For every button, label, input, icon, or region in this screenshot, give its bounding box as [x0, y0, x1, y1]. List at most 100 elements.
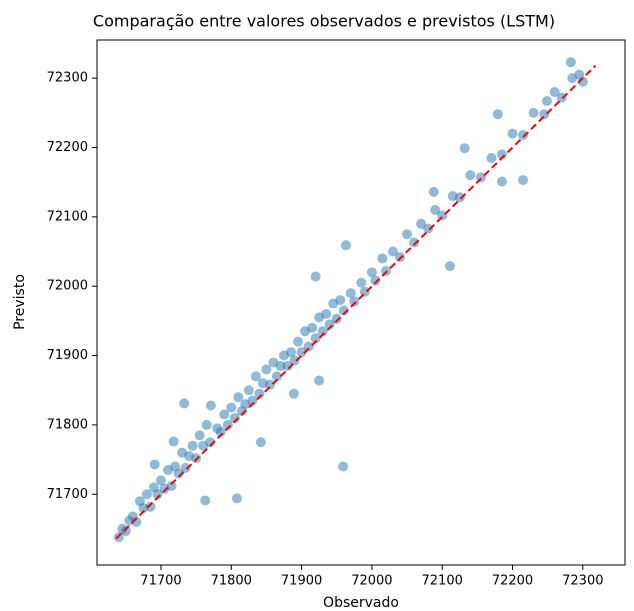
scatter-point: [219, 409, 230, 420]
x-axis-label: Observado: [323, 595, 399, 611]
scatter-point: [377, 253, 388, 264]
scatter-point: [507, 128, 518, 139]
scatter-point: [149, 459, 160, 470]
scatter-point: [430, 204, 441, 215]
scatter-point: [577, 76, 588, 87]
scatter-point: [201, 419, 212, 430]
scatter-point: [465, 170, 476, 181]
scatter-point: [296, 347, 307, 358]
plot-frame: [96, 39, 626, 566]
scatter-point: [331, 313, 342, 324]
scatter-point: [496, 176, 507, 187]
scatter-point: [243, 385, 254, 396]
scatter-point: [307, 322, 318, 333]
scatter-point: [261, 364, 272, 375]
scatter-point: [310, 271, 321, 282]
x-tick-label: 71800: [211, 574, 252, 589]
scatter-point: [541, 96, 552, 107]
scatter-point: [335, 295, 346, 306]
y-axis-label: Previsto: [12, 274, 28, 330]
scatter-point: [264, 379, 275, 390]
scatter-point: [454, 192, 465, 203]
scatter-point: [173, 468, 184, 479]
scatter-point: [215, 426, 226, 437]
reference-line: [115, 64, 597, 540]
scatter-point: [205, 400, 216, 411]
scatter-point: [254, 388, 265, 399]
scatter-point: [271, 371, 282, 382]
scatter-point: [222, 419, 233, 430]
scatter-point: [145, 501, 156, 512]
y-tick-label: 72300: [47, 71, 88, 86]
y-tick-label: 71900: [47, 348, 88, 363]
y-tick-label: 72100: [47, 209, 88, 224]
y-tick-label: 72000: [47, 279, 88, 294]
y-tick-label: 72200: [47, 140, 88, 155]
scatter-point: [528, 107, 539, 118]
scatter-point: [324, 319, 335, 330]
scatter-point: [131, 517, 142, 528]
scatter-point: [370, 275, 381, 286]
scatter-point: [194, 430, 205, 441]
scatter-point: [168, 436, 179, 447]
scatter-point: [492, 109, 503, 120]
x-tick-label: 71900: [281, 574, 322, 589]
scatter-point: [255, 437, 266, 448]
x-tick-label: 72300: [562, 574, 603, 589]
scatter-point: [338, 305, 349, 316]
scatter-point: [250, 371, 261, 382]
scatter-point: [338, 461, 349, 472]
scatter-point: [314, 375, 325, 386]
scatter-point: [402, 229, 413, 240]
scatter-point: [303, 341, 314, 352]
scatter-point: [310, 333, 321, 344]
scatter-point: [518, 175, 529, 186]
scatter-point: [288, 388, 299, 399]
scatter-point: [231, 493, 242, 504]
scatter-point: [293, 336, 304, 347]
scatter-point: [289, 355, 300, 366]
scatter-point: [366, 267, 377, 278]
x-tick-label: 72100: [422, 574, 463, 589]
scatter-point: [282, 360, 293, 371]
scatter-point: [409, 237, 420, 248]
scatter-point: [200, 495, 211, 506]
scatter-point: [233, 392, 244, 403]
scatter-point: [120, 526, 131, 537]
scatter-point: [340, 240, 351, 251]
scatter-point: [428, 186, 439, 197]
scatter-point: [180, 462, 191, 473]
scatter-point: [155, 475, 166, 486]
scatter-point: [356, 277, 367, 288]
scatter-point: [444, 261, 455, 272]
scatter-point: [321, 308, 332, 319]
x-tick-label: 72200: [492, 574, 533, 589]
x-tick-label: 71700: [140, 574, 181, 589]
scatter-point: [286, 347, 297, 358]
scatter-point: [152, 489, 163, 500]
chart-title: Comparação entre valores observados e pr…: [93, 12, 555, 31]
scatter-point: [226, 402, 237, 413]
scatter-point: [317, 326, 328, 337]
scatter-point: [229, 412, 240, 423]
x-tick-label: 72000: [351, 574, 392, 589]
scatter-point: [166, 480, 177, 491]
scatter-point: [179, 398, 190, 409]
scatter-point: [416, 218, 427, 229]
scatter-point: [275, 360, 286, 371]
scatter-point: [459, 143, 470, 154]
scatter-point: [349, 296, 360, 307]
scatter-point: [539, 109, 550, 120]
scatter-point: [205, 437, 216, 448]
scatter-point: [187, 440, 198, 451]
y-tick-label: 71700: [47, 487, 88, 502]
scatter-point: [141, 489, 152, 500]
scatter-point: [565, 57, 576, 68]
scatter-point: [345, 288, 356, 299]
scatter-point: [496, 149, 507, 160]
scatter-point: [247, 395, 258, 406]
scatter-point: [387, 246, 398, 257]
scatter-point: [518, 130, 529, 141]
scatter-point: [423, 223, 434, 234]
